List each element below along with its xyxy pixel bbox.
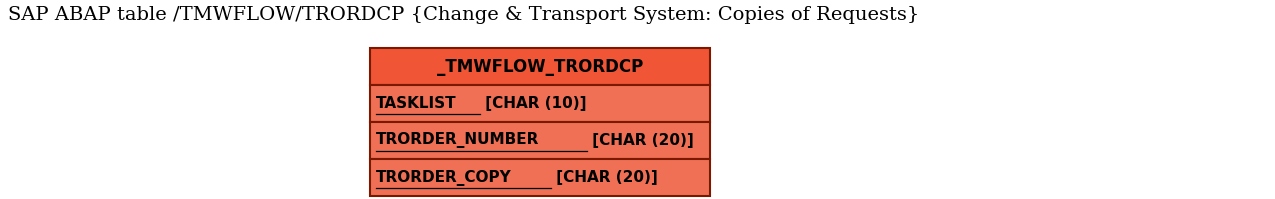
Text: TRORDER_COPY: TRORDER_COPY <box>376 170 511 185</box>
Bar <box>370 122 710 159</box>
Bar <box>370 159 710 196</box>
Text: [CHAR (10)]: [CHAR (10)] <box>479 96 586 111</box>
Text: _TMWFLOW_TRORDCP: _TMWFLOW_TRORDCP <box>437 58 643 75</box>
Text: SAP ABAP table /TMWFLOW/TRORDCP {Change & Transport System: Copies of Requests}: SAP ABAP table /TMWFLOW/TRORDCP {Change … <box>8 6 919 24</box>
Text: [CHAR (20)]: [CHAR (20)] <box>586 133 694 148</box>
Bar <box>370 85 710 122</box>
Text: TRORDER_NUMBER: TRORDER_NUMBER <box>376 133 539 148</box>
Text: [CHAR (20)]: [CHAR (20)] <box>551 170 658 185</box>
Text: TASKLIST: TASKLIST <box>376 96 456 111</box>
Bar <box>370 48 710 85</box>
